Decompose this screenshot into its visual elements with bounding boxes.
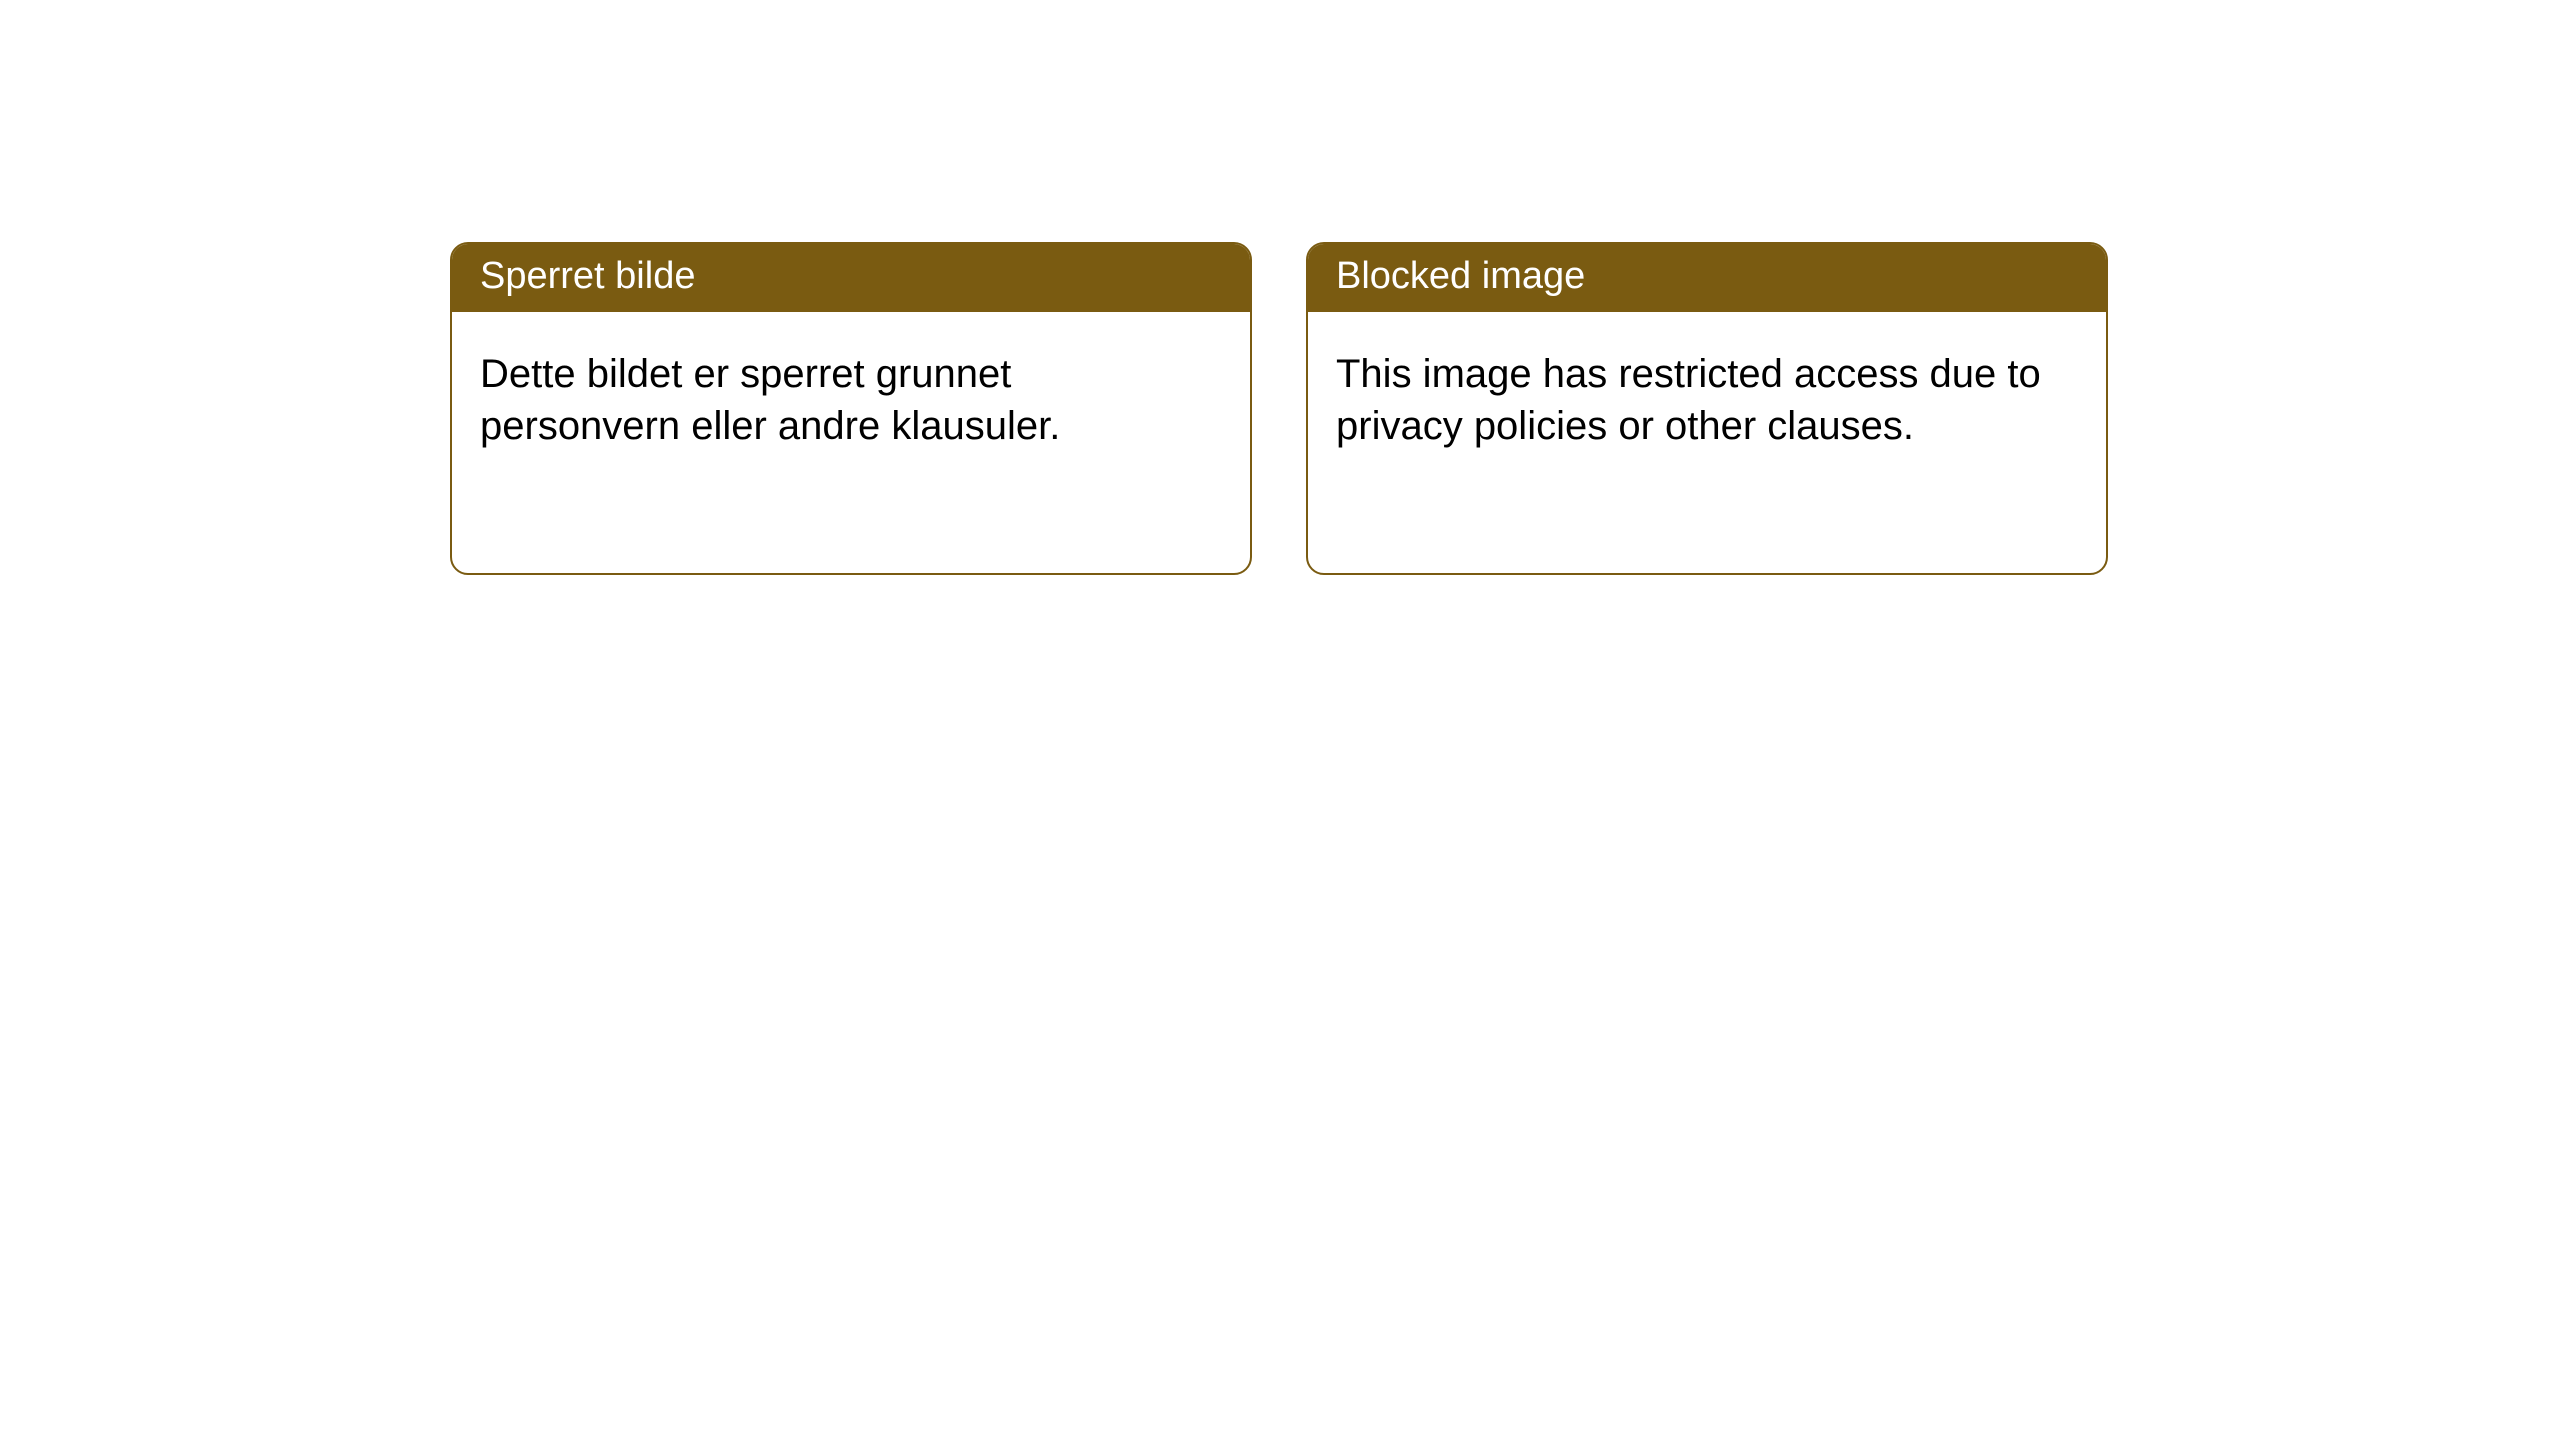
notice-header: Sperret bilde bbox=[452, 244, 1250, 312]
notice-container: Sperret bilde Dette bildet er sperret gr… bbox=[450, 242, 2108, 575]
notice-body: This image has restricted access due to … bbox=[1308, 312, 2106, 488]
notice-card-norwegian: Sperret bilde Dette bildet er sperret gr… bbox=[450, 242, 1252, 575]
notice-body: Dette bildet er sperret grunnet personve… bbox=[452, 312, 1250, 488]
notice-card-english: Blocked image This image has restricted … bbox=[1306, 242, 2108, 575]
notice-header: Blocked image bbox=[1308, 244, 2106, 312]
